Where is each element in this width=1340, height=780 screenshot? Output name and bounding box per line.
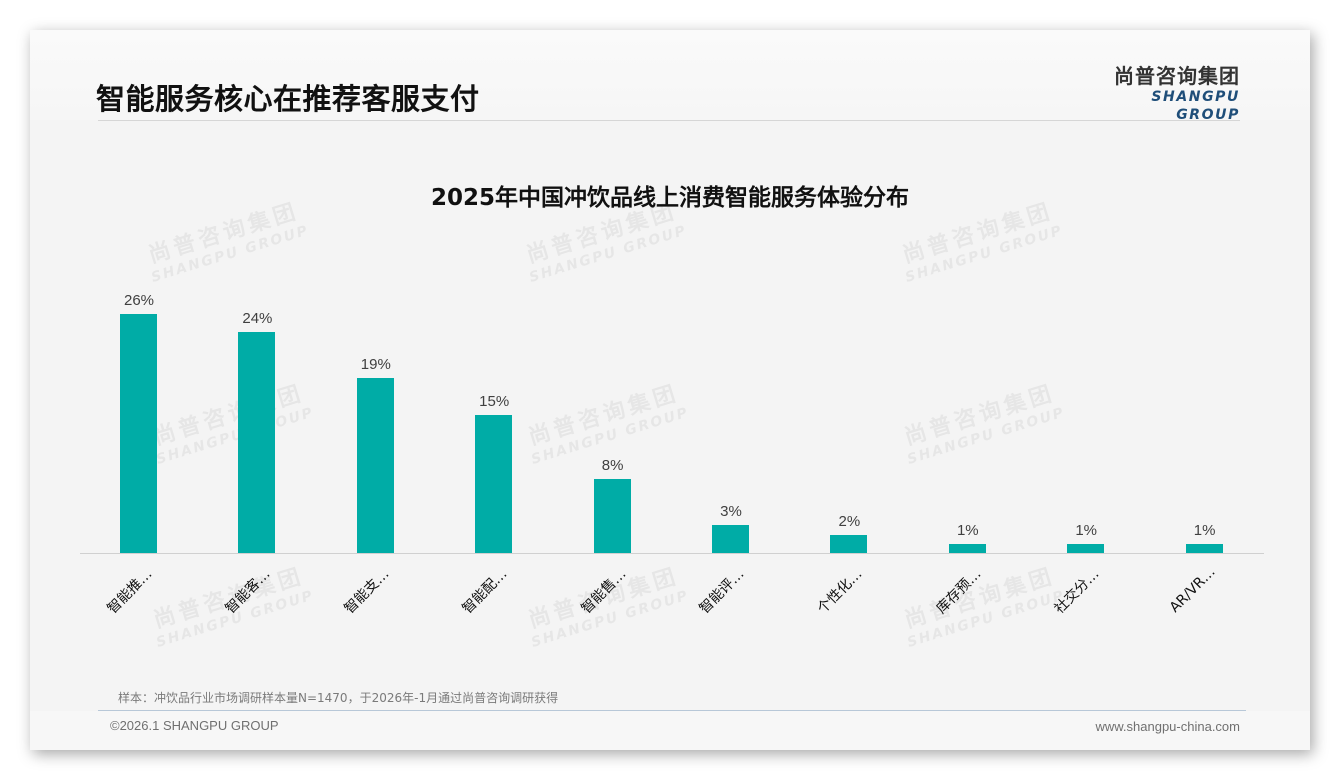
watermark: 尚普咨询集团 SHANGPU GROUP [901,563,1068,651]
bar[interactable] [475,415,513,553]
bar-group: 8% [554,269,672,553]
bar[interactable] [120,314,157,553]
footer-divider [98,710,1246,711]
bar-group: 1% [1027,269,1145,553]
x-axis-category-label: 智能客… [222,566,274,618]
header-divider [98,120,1240,121]
bar-group: 3% [672,269,790,553]
logo-chinese-text: 尚普咨询集团 [1114,64,1240,88]
bar-group: 19% [317,269,435,553]
logo-english-text: SHANGPU GROUP [1151,89,1240,123]
x-axis-category-label: 智能售… [578,566,630,618]
bar[interactable] [712,525,749,553]
header-band [30,30,1310,120]
bar-value-label: 19% [360,356,391,374]
x-axis-category-label: 智能配… [459,566,511,618]
slide: 智能服务核心在推荐客服支付 尚普咨询集团 SHANGPU GROUP 尚普咨询集… [30,30,1310,750]
x-axis-category-label: 智能推… [104,566,156,618]
bar-value-label: 1% [1193,521,1216,539]
x-axis-line [80,553,1264,554]
bar-group: 1% [1146,269,1264,553]
x-axis-category-label: AR/VR… [1167,564,1219,616]
website-link[interactable]: www.shangpu-china.com [1095,719,1240,734]
bar-value-label: 3% [720,503,742,521]
x-axis-category-label: 智能评… [696,566,748,618]
copyright-text: ©2026.1 SHANGPU GROUP [110,718,279,733]
chart-title: 2025年中国冲饮品线上消费智能服务体验分布 [430,185,909,211]
footer-band [30,711,1310,750]
bar-chart-plot: 26% 24% 19% 15% 8% 3% 2% 1% 1% 1% [80,270,1264,554]
bar-value-label: 8% [601,457,624,475]
bar-value-label: 15% [479,393,510,411]
bar-value-label: 26% [123,292,155,309]
bar-group: 2% [790,269,908,553]
brand-logo: 尚普咨询集团 SHANGPU GROUP [1088,64,1240,124]
x-axis-category-label: 智能支… [341,566,393,618]
sample-note: 样本：冲饮品行业市场调研样本量N=1470，于2026年-1月通过尚普咨询调研获… [118,691,559,705]
bar-group: 24% [198,269,316,553]
watermark: 尚普咨询集团 SHANGPU GROUP [525,563,692,651]
bar[interactable] [830,534,868,553]
bar-group: 26% [80,269,198,553]
x-axis-category-label: 个性化… [814,566,866,618]
x-axis-category-label: 社交分… [1051,566,1103,618]
bar[interactable] [356,378,394,553]
x-axis-category-label: 库存预… [933,566,985,618]
bar[interactable] [1185,543,1223,553]
bar-value-label: 1% [1075,521,1098,539]
bar[interactable] [1067,543,1105,553]
bar[interactable] [593,479,631,553]
bar-value-label: 24% [242,310,273,328]
bar-value-label: 1% [956,521,979,539]
page-title: 智能服务核心在推荐客服支付 [96,82,480,116]
bar-group: 15% [435,269,553,553]
bar-value-label: 2% [838,512,861,530]
bar[interactable] [238,332,276,553]
bar-group: 1% [909,269,1027,553]
bar[interactable] [948,543,986,553]
